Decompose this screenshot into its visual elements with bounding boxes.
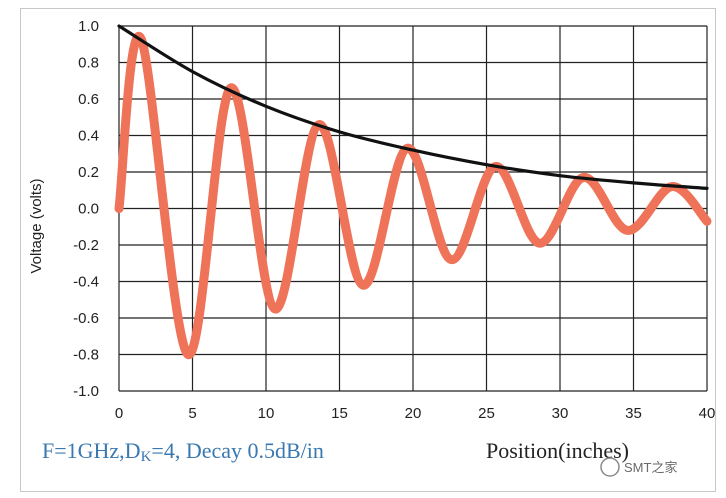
y-tick-label: -0.2 bbox=[73, 237, 99, 254]
series-group bbox=[114, 24, 712, 360]
annotation: F=1GHz,DK=4, Decay 0.5dB/in bbox=[42, 438, 324, 465]
x-axis-label: Position(inches) bbox=[486, 438, 629, 463]
x-tick-label: 30 bbox=[552, 405, 569, 422]
x-tick-labels: 0 5 10 15 20 25 30 35 40 bbox=[115, 405, 716, 422]
signal-line bbox=[114, 31, 712, 360]
y-tick-label: 0.2 bbox=[78, 164, 99, 181]
y-tick-label: -0.8 bbox=[73, 347, 99, 364]
x-tick-label: 20 bbox=[405, 405, 422, 422]
x-tick-label: 5 bbox=[188, 405, 196, 422]
x-tick-label: 25 bbox=[478, 405, 495, 422]
y-tick-label: 0.6 bbox=[78, 91, 99, 108]
watermark-text: SMT之家 bbox=[624, 460, 677, 475]
watermark: SMT之家 bbox=[600, 457, 677, 477]
x-tick-label: 10 bbox=[258, 405, 275, 422]
y-tick-labels: 1.0 0.8 0.6 0.4 0.2 0.0 -0.2 -0.4 -0.6 -0.8 -1.0 bbox=[73, 18, 99, 400]
x-tick-label: 15 bbox=[331, 405, 348, 422]
y-tick-label: 0.4 bbox=[78, 128, 99, 145]
x-tick-label: 40 bbox=[699, 405, 716, 422]
x-tick-label: 35 bbox=[625, 405, 642, 422]
chart-frame bbox=[20, 8, 716, 492]
annotation-subscript: K bbox=[141, 449, 152, 465]
y-axis-label: Voltage (volts) bbox=[28, 178, 45, 273]
decay-envelope-line bbox=[117, 24, 709, 190]
chat-bubble-icon bbox=[600, 457, 620, 477]
annotation-prefix: F=1GHz,D bbox=[42, 438, 141, 463]
y-tick-label: 0.0 bbox=[78, 201, 99, 218]
y-tick-label: -0.4 bbox=[73, 274, 99, 291]
x-tick-label: 0 bbox=[115, 405, 123, 422]
y-tick-label: 1.0 bbox=[78, 18, 99, 35]
y-tick-label: 0.8 bbox=[78, 55, 99, 72]
y-tick-label: -0.6 bbox=[73, 310, 99, 327]
annotation-suffix: =4, Decay 0.5dB/in bbox=[151, 438, 324, 463]
y-tick-label: -1.0 bbox=[73, 383, 99, 400]
